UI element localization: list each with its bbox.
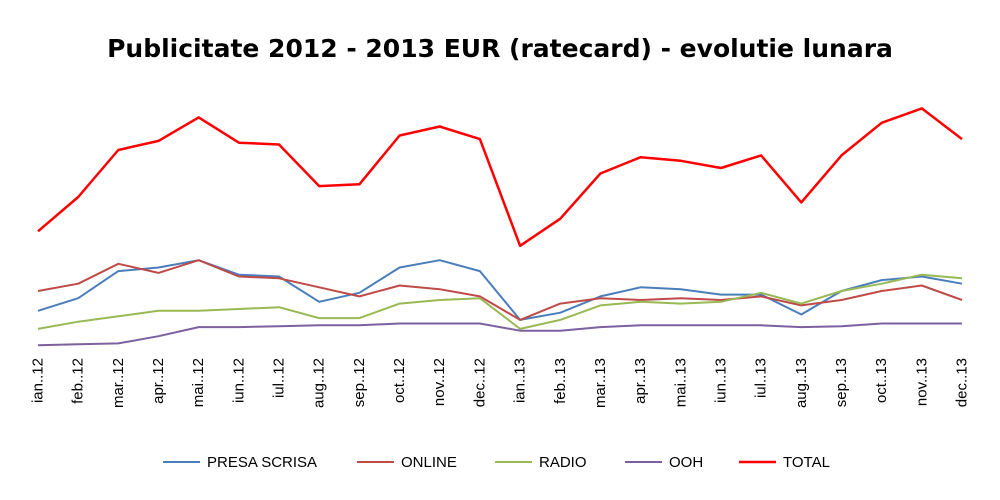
legend-item-ooh: OOH <box>625 454 703 471</box>
x-tick-label: mai..13 <box>672 358 689 407</box>
legend-item-presa-scrisa: PRESA SCRISA <box>163 454 317 471</box>
x-tick-label: iun..13 <box>713 358 730 403</box>
x-tick-label: nov..12 <box>431 358 448 406</box>
plot-area <box>37 107 963 347</box>
x-tick-label: iul..13 <box>753 358 770 398</box>
legend-label: RADIO <box>539 454 587 471</box>
x-tick-label: mai..12 <box>190 358 207 407</box>
x-tick-label: iul..12 <box>271 358 288 398</box>
x-tick-label: feb..12 <box>70 358 87 404</box>
series-line-ooh <box>37 322 962 347</box>
legend: PRESA SCRISA ONLINE RADIO OOH TOTAL <box>163 454 830 471</box>
x-tick-label: ian..12 <box>30 358 47 403</box>
series-line-radio <box>37 273 963 330</box>
x-tick-label: apr..13 <box>632 358 649 404</box>
x-tick-label: aug..13 <box>793 358 810 408</box>
x-tick-label: oct..12 <box>391 358 408 403</box>
legend-item-radio: RADIO <box>495 454 587 471</box>
x-tick-label: oct..13 <box>873 358 890 403</box>
x-tick-label: mar..13 <box>592 358 609 408</box>
x-tick-label: sep..12 <box>351 358 368 407</box>
series-line-online <box>37 259 963 321</box>
legend-item-online: ONLINE <box>357 454 457 471</box>
x-tick-label: sep..13 <box>833 358 850 407</box>
legend-label: OOH <box>669 454 703 471</box>
legend-item-total: TOTAL <box>739 454 830 471</box>
x-tick-label: apr..12 <box>150 358 167 404</box>
x-axis: ian..12 feb..12 mar..12 apr..12 mai..12 iun..… <box>30 358 971 408</box>
x-tick-label: aug..12 <box>311 358 328 408</box>
legend-label: PRESA SCRISA <box>207 454 317 471</box>
x-tick-label: ian..13 <box>512 358 529 403</box>
x-tick-label: iun..12 <box>230 358 247 403</box>
x-tick-label: feb..13 <box>552 358 569 404</box>
x-tick-label: mar..12 <box>110 358 127 408</box>
chart-title: Publicitate 2012 - 2013 EUR (ratecard) -… <box>107 34 893 63</box>
x-tick-label: nov..13 <box>913 358 930 406</box>
legend-label: TOTAL <box>783 454 830 471</box>
series-line-total <box>37 107 963 248</box>
x-tick-label: dec..12 <box>471 358 488 407</box>
x-tick-label: dec..13 <box>954 358 971 407</box>
legend-label: ONLINE <box>401 454 457 471</box>
